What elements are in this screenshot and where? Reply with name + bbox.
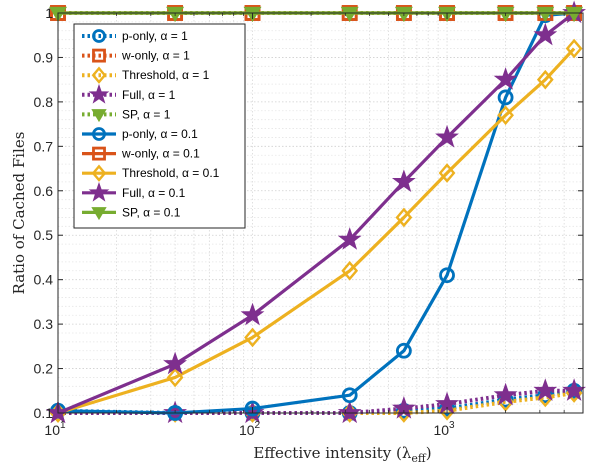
y-tick-label: 0.3 <box>34 316 54 332</box>
legend-entry: p-only, α = 1 <box>82 29 188 43</box>
data-point <box>565 6 583 22</box>
legend-entry: w-only, α = 0.1 <box>82 147 200 161</box>
legend-entry: Full, α = 0.1 <box>82 181 186 202</box>
x-tick-label: 102 <box>239 420 261 438</box>
data-point <box>395 342 412 359</box>
y-tick-label: 0.5 <box>34 227 54 243</box>
legend-entry: p-only, α = 0.1 <box>82 127 198 141</box>
y-axis-label: Ratio of Cached Files <box>10 132 28 295</box>
series-line <box>58 388 575 415</box>
axis-ticks: 0.1 0.2 0.3 0.4 0.5 0.6 0.7 0.8 0.9 1 101 102 103 <box>34 5 584 438</box>
data-point <box>166 367 184 388</box>
data-point <box>565 38 583 59</box>
legend-label: Threshold, α = 0.1 <box>122 166 220 180</box>
data-point <box>337 400 362 424</box>
data-point <box>562 378 587 401</box>
legend-label: SP, α = 1 <box>122 107 171 121</box>
legend-entry: w-only, α = 1 <box>82 49 190 63</box>
legend-label: Full, α = 1 <box>122 88 176 102</box>
legend-entry: Full, α = 1 <box>82 83 176 104</box>
legend-entry: SP, α = 0.1 <box>82 205 181 221</box>
data-point <box>240 302 265 326</box>
data-point <box>536 6 555 22</box>
data-point <box>439 267 455 284</box>
legend-marker <box>91 66 107 84</box>
data-point <box>536 69 554 90</box>
y-tick-label: 0.2 <box>34 361 54 377</box>
x-axis-label: Effective intensity (λeff) <box>253 444 431 465</box>
legend-label: w-only, α = 0.1 <box>121 147 200 161</box>
legend-label: Threshold, α = 1 <box>122 68 210 82</box>
data-point <box>337 227 362 250</box>
legend-label: p-only, α = 0.1 <box>122 127 198 141</box>
plot-frame <box>57 12 584 414</box>
data-point <box>244 400 261 417</box>
y-tick-label: 0.8 <box>34 94 54 110</box>
data-point <box>497 89 514 106</box>
y-tick-label: 1 <box>45 5 53 21</box>
legend-marker <box>91 207 107 221</box>
data-point <box>163 351 188 375</box>
y-tick-label: 0.7 <box>34 138 54 154</box>
series-7 <box>49 38 583 423</box>
y-tick-label: 0.1 <box>34 405 54 421</box>
data-point <box>497 105 514 126</box>
x-tick-label: 101 <box>44 420 66 438</box>
data-point <box>244 327 261 348</box>
data-point <box>533 22 558 46</box>
legend-marker <box>88 83 110 104</box>
legend-entry: SP, α = 1 <box>82 107 171 123</box>
legend-entry: Threshold, α = 0.1 <box>82 164 220 182</box>
data-point <box>493 382 518 406</box>
data-point <box>493 67 518 90</box>
x-tick-label: 103 <box>433 420 455 438</box>
y-tick-label: 0.9 <box>34 49 54 65</box>
series-line <box>57 388 575 415</box>
legend-label: SP, α = 0.1 <box>122 205 181 219</box>
legend-label: p-only, α = 1 <box>122 29 188 43</box>
legend-label: w-only, α = 1 <box>121 49 190 63</box>
series-8 <box>46 0 587 424</box>
y-tick-label: 0.6 <box>34 183 54 199</box>
legend-marker <box>88 181 110 202</box>
data-point <box>435 124 459 148</box>
legend-label: Full, α = 0.1 <box>122 186 186 200</box>
data-point <box>395 207 413 228</box>
data-point <box>341 387 358 404</box>
legend-marker <box>92 29 106 43</box>
series-line <box>57 47 576 415</box>
y-tick-label: 0.4 <box>34 272 54 288</box>
data-point <box>533 378 558 401</box>
legend-entry: Threshold, α = 1 <box>82 66 210 84</box>
series-line <box>57 11 575 415</box>
legend-marker <box>92 48 106 63</box>
series-line <box>58 391 575 415</box>
legend-marker <box>92 127 106 141</box>
data-point <box>341 260 359 281</box>
legend-marker <box>91 164 107 182</box>
legend-marker <box>92 146 106 161</box>
legend-marker <box>91 109 107 123</box>
data-point <box>391 169 416 193</box>
data-point <box>438 163 456 183</box>
legend: p-only, α = 1 w-only, α = 1 Threshold, α =… <box>73 23 246 229</box>
